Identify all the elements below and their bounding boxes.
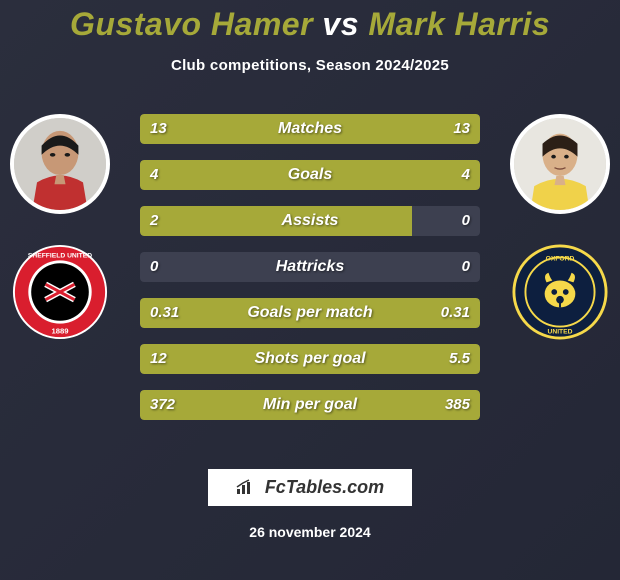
stat-row: 125.5Shots per goal	[140, 344, 480, 374]
stat-row: 0.310.31Goals per match	[140, 298, 480, 328]
stat-label: Shots per goal	[140, 344, 480, 374]
svg-text:UNITED: UNITED	[547, 328, 572, 335]
svg-text:SHEFFIELD UNITED: SHEFFIELD UNITED	[28, 252, 92, 259]
player2-name: Mark Harris	[368, 6, 550, 42]
player1-avatar	[10, 114, 110, 214]
stat-bars: 1313Matches 44Goals 20Assists 00Hattricks 0.…	[140, 114, 480, 436]
stat-label: Assists	[140, 206, 480, 236]
stat-row: 00Hattricks	[140, 252, 480, 282]
page-title: Gustavo Hamer vs Mark Harris	[0, 0, 620, 43]
svg-text:OXFORD: OXFORD	[546, 255, 575, 262]
player2-club-badge: OXFORD UNITED	[512, 244, 608, 340]
stat-label: Min per goal	[140, 390, 480, 420]
brand-box: FcTables.com	[208, 469, 412, 506]
player2-avatar	[510, 114, 610, 214]
stat-label: Matches	[140, 114, 480, 144]
stat-row: 20Assists	[140, 206, 480, 236]
stat-row: 372385Min per goal	[140, 390, 480, 420]
brand-text: FcTables.com	[265, 477, 384, 497]
stat-row: 1313Matches	[140, 114, 480, 144]
subtitle: Club competitions, Season 2024/2025	[0, 57, 620, 74]
vs-text: vs	[322, 6, 359, 42]
player1-name: Gustavo Hamer	[70, 6, 313, 42]
player1-club-badge: SHEFFIELD UNITED 1889	[12, 244, 108, 340]
stat-label: Goals	[140, 160, 480, 190]
stat-row: 44Goals	[140, 160, 480, 190]
chart-icon	[236, 477, 259, 497]
footer: FcTables.com 26 november 2024	[0, 469, 620, 540]
svg-text:1889: 1889	[51, 326, 68, 335]
stat-label: Goals per match	[140, 298, 480, 328]
stat-label: Hattricks	[140, 252, 480, 282]
date: 26 november 2024	[0, 524, 620, 540]
comparison-area: SHEFFIELD UNITED 1889 OXFORD UNITED 1313…	[0, 114, 620, 444]
